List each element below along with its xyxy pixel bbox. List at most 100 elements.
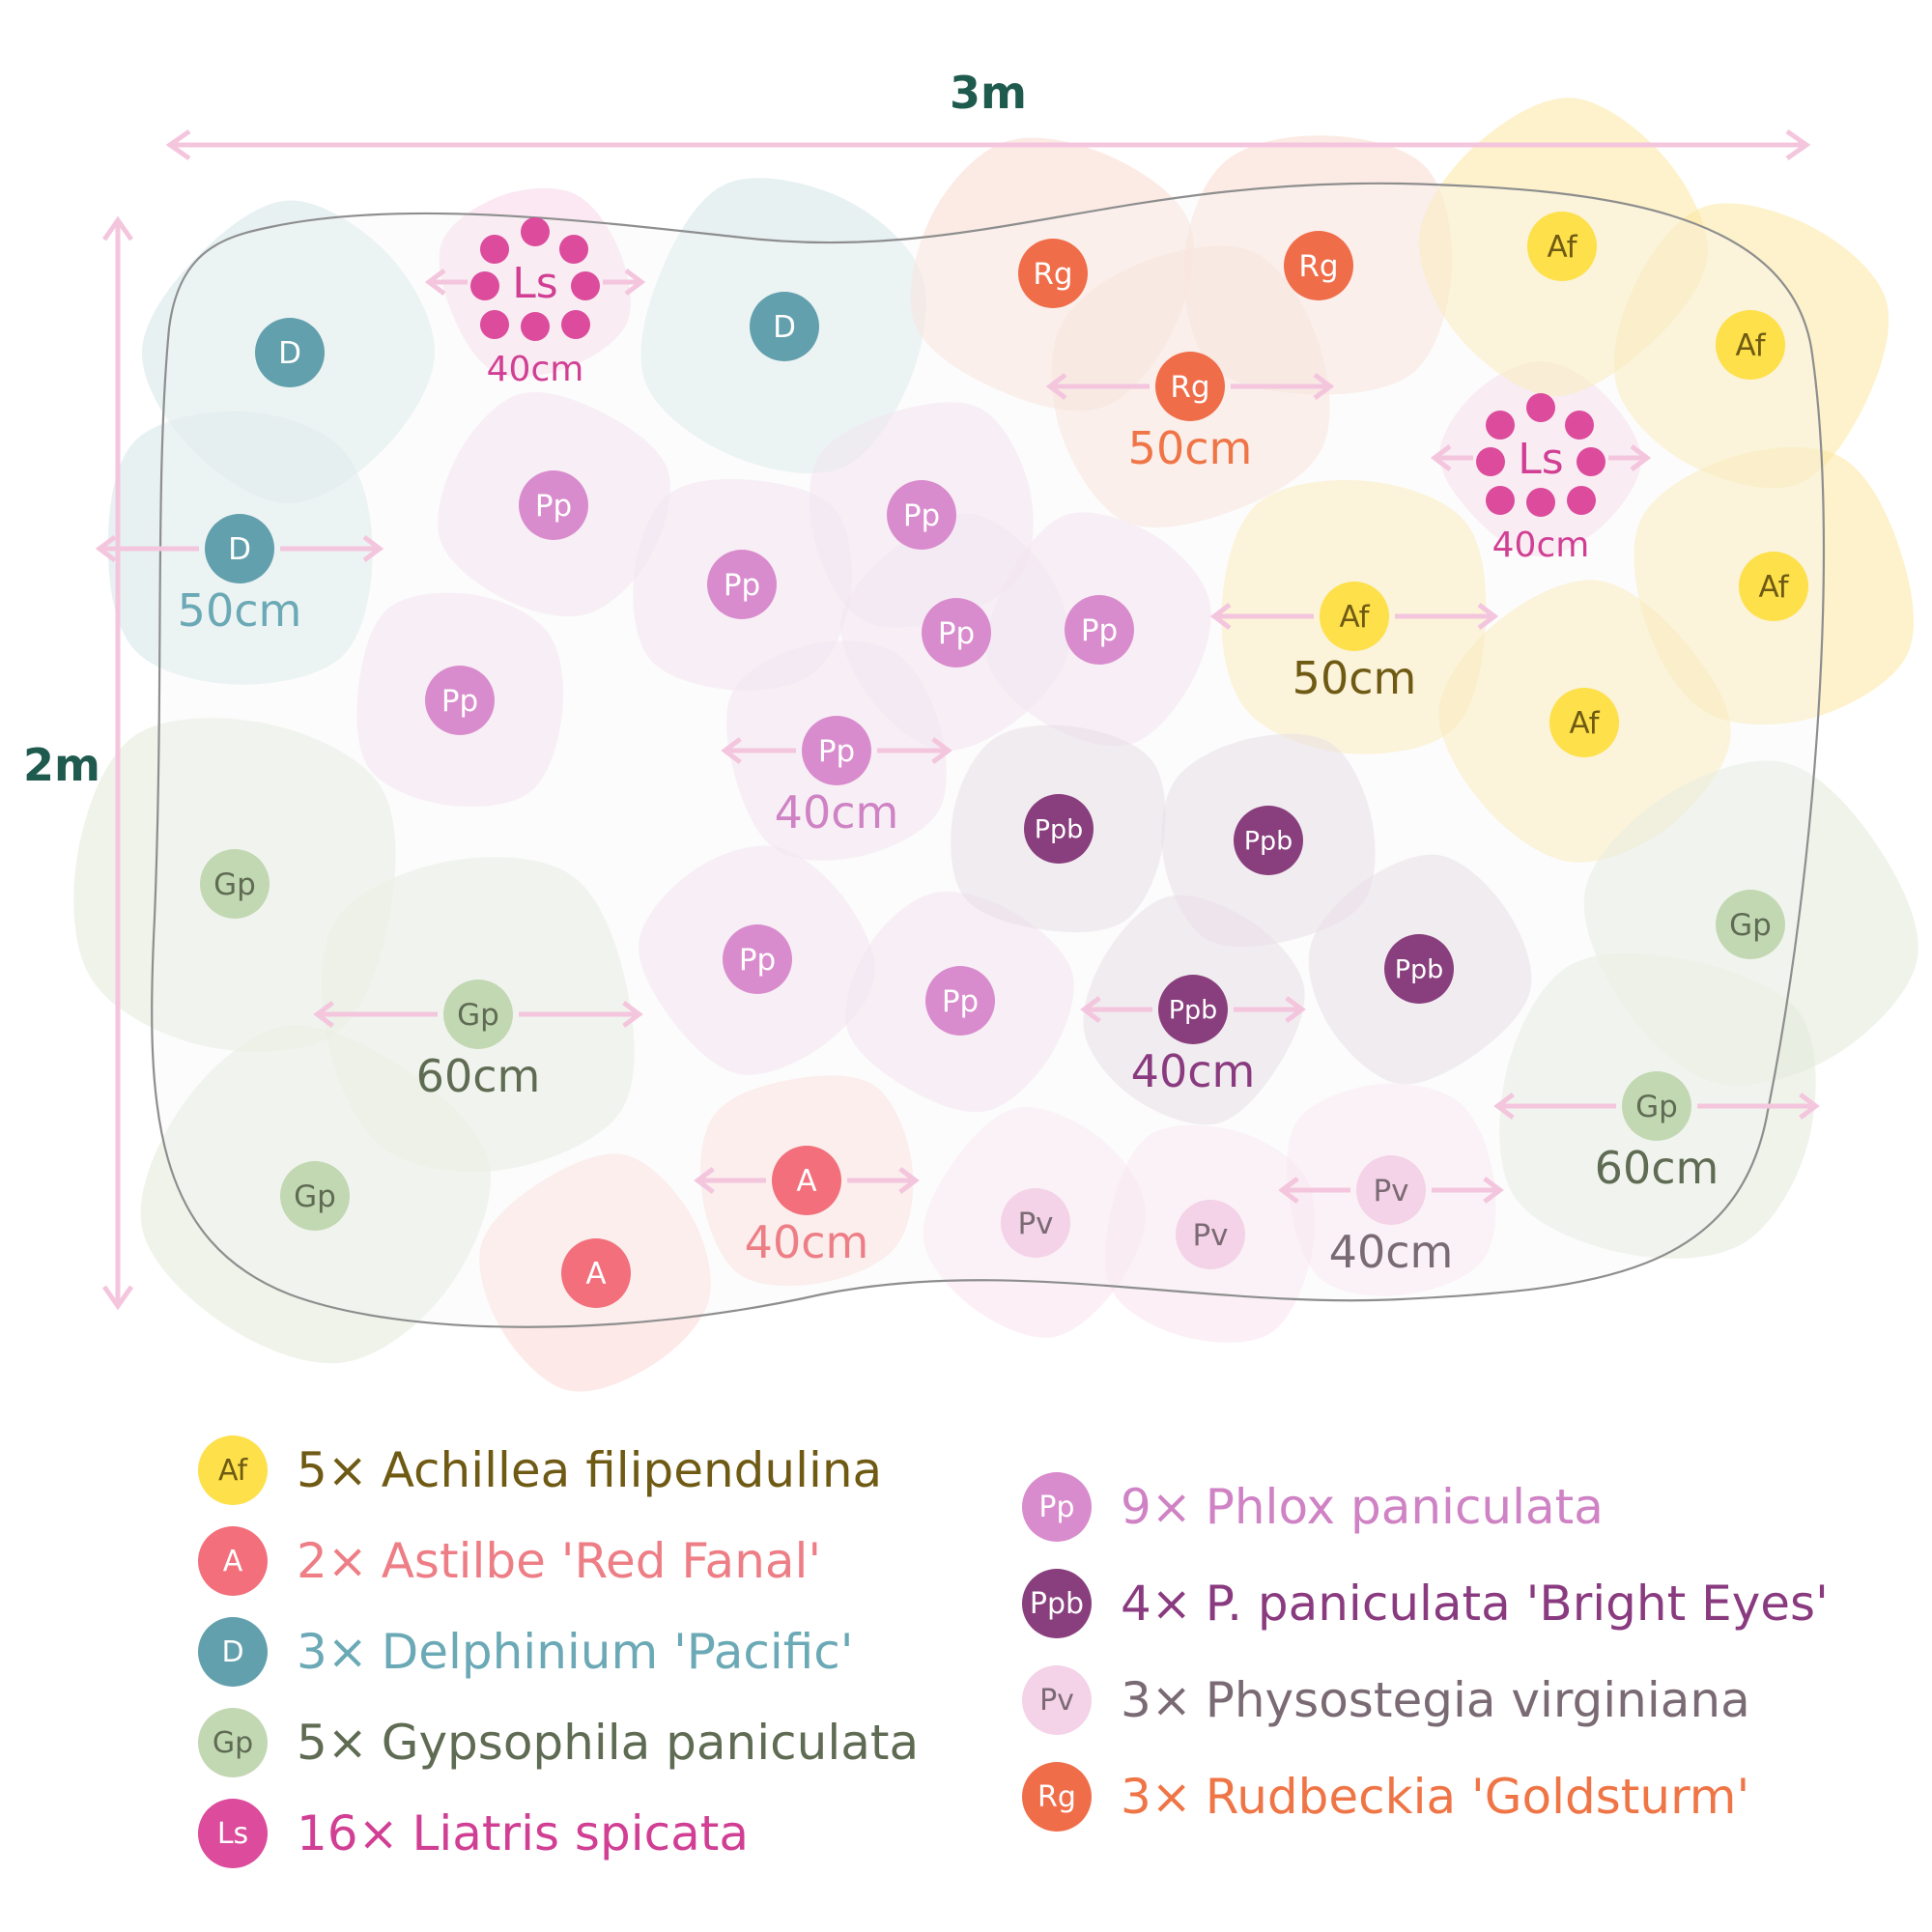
spacing-label: 60cm — [416, 1050, 541, 1102]
plant-code-label: Pv — [1192, 1218, 1228, 1253]
legend-badge-pv: Pv — [1022, 1665, 1092, 1735]
legend-item-phlox-bright-eyes: Ppb 4× P. paniculata 'Bright Eyes' — [1022, 1555, 1829, 1652]
plant-code-label: Af — [1339, 600, 1370, 635]
plant-badge — [802, 716, 871, 785]
plant-marker-ppb: Ppb — [1234, 806, 1303, 875]
liatris-plant-dot — [1486, 486, 1515, 515]
plant-code-label: Rg — [1170, 370, 1209, 405]
legend-badge-d: D — [198, 1617, 268, 1687]
spacing-label: 40cm — [745, 1216, 869, 1268]
legend-species: Delphinium 'Pacific' — [381, 1624, 854, 1680]
plant-code-label: Gp — [213, 867, 256, 902]
legend-species: Phlox paniculata — [1205, 1479, 1604, 1535]
plant-code-label: Pv — [1373, 1174, 1408, 1208]
legend-count: 4× — [1121, 1576, 1192, 1632]
plant-code-label: Af — [1547, 230, 1577, 265]
plant-code-label: Ls — [512, 259, 557, 308]
legend-species: Physostegia virginiana — [1205, 1672, 1750, 1728]
plant-marker-pv: Pv 40cm — [1278, 1155, 1504, 1278]
plant-badge — [1622, 1071, 1691, 1141]
plant-code-label: D — [228, 532, 251, 567]
plant-code-label: Pp — [535, 489, 572, 524]
legend-label-phlox-bright-eyes: 4× P. paniculata 'Bright Eyes' — [1121, 1576, 1829, 1632]
spacing-label: 50cm — [178, 584, 302, 637]
plant-marker-pp: Pp 40cm — [721, 716, 952, 838]
plant-marker-af: Af — [1549, 688, 1619, 757]
legend-species: Achillea filipendulina — [381, 1442, 883, 1498]
plant-badge — [425, 666, 495, 735]
plant-marker-d: D — [750, 292, 819, 361]
plant-badge — [1716, 310, 1785, 380]
legend-left-column: Af 5× Achillea filipendulina A 2× Astilbe … — [198, 1425, 919, 1879]
spacing-arrowhead-right — [622, 1001, 643, 1028]
legend-label-liatris: 16× Liatris spicata — [297, 1805, 749, 1861]
spacing-arrowhead-left — [1430, 444, 1452, 471]
liatris-plant-dot — [480, 310, 509, 339]
liatris-plant-dot — [470, 271, 499, 300]
spacing-arrowhead-left — [721, 737, 742, 764]
dimension-lines: 3m 2m — [23, 67, 1811, 1311]
legend-badge-af: Af — [198, 1435, 268, 1505]
plant-marker-gp: Gp 60cm — [313, 980, 643, 1102]
legend-badge-pp: Pp — [1022, 1472, 1092, 1542]
plant-code-label: Pp — [739, 943, 776, 978]
plant-code-label: D — [278, 336, 301, 371]
plant-badge — [1158, 975, 1228, 1044]
spacing-arrowhead-left — [313, 1001, 334, 1028]
liatris-plant-dot — [1526, 393, 1555, 422]
liatris-plant-dot — [1577, 447, 1605, 476]
plant-code-label: Pp — [724, 568, 760, 603]
plant-marker-ppb: Ppb — [1384, 934, 1454, 1004]
legend-count: 5× — [297, 1715, 368, 1771]
legend-count: 3× — [1121, 1769, 1192, 1825]
legend-badge-gp: Gp — [198, 1708, 268, 1777]
liatris-plant-dot — [1486, 411, 1515, 440]
plant-marker-rg: Rg — [1284, 231, 1353, 300]
plant-marker-gp: Gp — [200, 849, 270, 919]
plant-marker-pp: Pp — [925, 966, 995, 1036]
plant-badge — [723, 924, 792, 994]
plant-code-label: Ls — [1518, 435, 1563, 484]
legend-species: P. paniculata 'Bright Eyes' — [1205, 1576, 1829, 1632]
liatris-plant-dot — [480, 235, 509, 264]
plant-code-label: Pp — [903, 498, 940, 533]
plant-badge — [1384, 934, 1454, 1004]
plant-marker-d: D 50cm — [95, 514, 384, 637]
spacing-arrowhead-right — [1285, 996, 1306, 1023]
plant-marker-af: Af 50cm — [1209, 582, 1499, 704]
spacing-arrowhead-left — [1080, 996, 1101, 1023]
spacing-arrowhead-right — [898, 1167, 920, 1194]
plant-badge — [519, 470, 588, 540]
plant-badge — [1320, 582, 1389, 651]
plant-marker-gp: Gp — [1716, 890, 1785, 959]
plant-code-label: Ppb — [1244, 827, 1293, 857]
plant-code-label: Pp — [1081, 613, 1118, 648]
bed-outline — [151, 182, 1826, 1328]
legend-item-achillea: Af 5× Achillea filipendulina — [198, 1425, 919, 1516]
legend-count: 16× — [297, 1805, 399, 1861]
plant-code-label: Af — [1569, 706, 1600, 741]
spacing-arrowhead-left — [694, 1167, 715, 1194]
legend-count: 3× — [297, 1624, 368, 1680]
width-arrow-left — [165, 128, 191, 161]
plant-marker-rg: Rg 50cm — [1045, 352, 1335, 474]
plant-marker-rg: Rg — [1018, 239, 1088, 308]
plant-marker-pp: Pp — [425, 666, 495, 735]
plant-badge — [1176, 1200, 1245, 1269]
plant-marker-pp: Pp — [922, 598, 991, 668]
spacing-arrowhead-right — [1630, 444, 1652, 471]
liatris-plant-dot — [1567, 486, 1596, 515]
width-arrow-right — [1785, 128, 1811, 161]
legend-species: Astilbe 'Red Fanal' — [381, 1533, 822, 1589]
plant-marker-af: Af — [1739, 552, 1808, 621]
plant-badge — [925, 966, 995, 1036]
legend-label-delphinium: 3× Delphinium 'Pacific' — [297, 1624, 853, 1680]
plant-badge — [1356, 1155, 1426, 1225]
plant-marker-pv: Pv — [1001, 1188, 1070, 1258]
liatris-plant-dot — [1565, 411, 1594, 440]
plant-badge — [561, 1238, 631, 1308]
plant-code-label: Af — [1735, 328, 1766, 363]
plant-badge — [1716, 890, 1785, 959]
legend-right-column: Pp 9× Phlox paniculata Ppb 4× P. paniculat… — [1022, 1459, 1829, 1845]
